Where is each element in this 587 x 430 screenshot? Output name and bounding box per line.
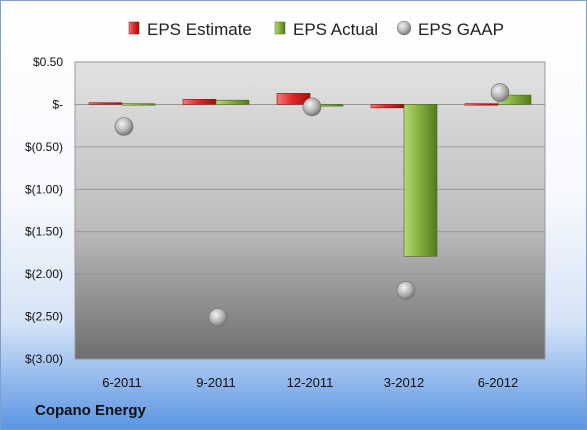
x-tick-label: 12-2011 (287, 375, 334, 390)
x-axis: 6-2011 9-2011 12-2011 3-2012 6-2012 (102, 375, 518, 390)
actual-bar (215, 99, 250, 105)
x-tick-label: 3-2012 (384, 375, 424, 390)
legend-item-actual: EPS Actual (274, 20, 378, 39)
y-tick-label: $0.50 (33, 55, 63, 69)
estimate-bar (370, 104, 405, 109)
x-tick-label: 6-2011 (102, 375, 142, 390)
y-tick-label: $(1.00) (25, 182, 63, 196)
legend-swatch-gaap (396, 20, 412, 36)
estimate-bar (182, 99, 217, 105)
legend-item-estimate: EPS Estimate (128, 20, 252, 39)
estimate-bar (88, 102, 123, 105)
estimate-bar (464, 103, 499, 106)
gaap-point (302, 97, 322, 117)
legend-swatch-actual (274, 21, 286, 35)
y-tick-label: $(0.50) (25, 140, 63, 154)
legend: EPS Estimate EPS Actual EPS GAAP (128, 20, 504, 39)
actual-bar (121, 103, 156, 106)
y-tick-label: $(2.50) (25, 310, 63, 324)
gaap-point (208, 308, 228, 327)
company-label: Copano Energy (35, 402, 146, 419)
legend-swatch-estimate (128, 21, 140, 35)
legend-label-actual: EPS Actual (293, 20, 378, 39)
gaap-point (396, 280, 416, 300)
actual-bar (403, 104, 438, 257)
x-tick-label: 9-2011 (196, 375, 236, 390)
x-tick-label: 6-2012 (478, 375, 518, 390)
legend-label-estimate: EPS Estimate (147, 20, 252, 39)
legend-label-gaap: EPS GAAP (418, 20, 504, 39)
y-tick-label: $(1.50) (25, 225, 63, 239)
gaap-point (490, 83, 510, 102)
gaap-points (114, 83, 510, 327)
y-tick-label: $(3.00) (25, 352, 63, 366)
y-axis: $0.50 $- $(0.50) $(1.00) $(1.50) $(2.00) $(2.5… (25, 55, 63, 366)
gaap-point (114, 117, 134, 136)
y-tick-label: $(2.00) (25, 267, 63, 281)
bars (88, 93, 532, 257)
legend-item-gaap: EPS GAAP (396, 20, 504, 39)
y-tick-label: $- (52, 97, 63, 111)
